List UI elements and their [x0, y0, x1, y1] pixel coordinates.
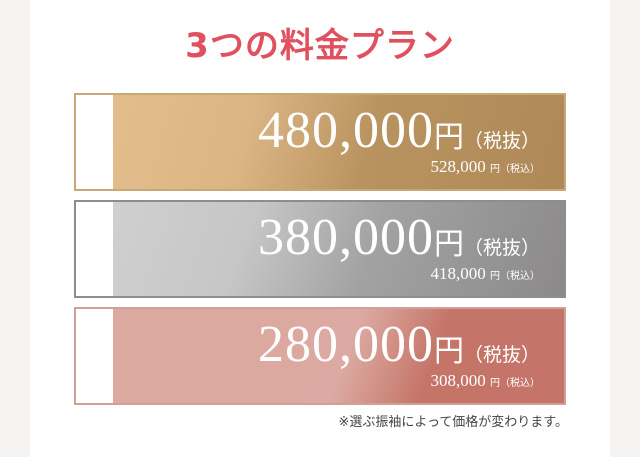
page-title: 3つの料金プラン	[185, 26, 455, 66]
plan-price: 280,000円（税抜）	[257, 316, 540, 373]
plan-card-1: 480,000円（税抜） 528,000 円（税込）	[74, 93, 566, 191]
card-strip	[76, 309, 113, 403]
plan-price: 480,000円（税抜）	[257, 102, 540, 159]
plan-card-3: 280,000円（税抜） 308,000 円（税込）	[74, 307, 566, 405]
card-strip	[76, 202, 113, 296]
plan-price-incl: 528,000 円（税込）	[430, 157, 541, 176]
plan-price: 380,000円（税抜）	[257, 209, 540, 266]
plan-card-2: 380,000円（税抜） 418,000 円（税込）	[74, 200, 566, 298]
plan-price-incl: 418,000 円（税込）	[430, 264, 541, 283]
card-strip	[76, 95, 113, 189]
price-note: ※選ぶ振袖によって価格が変わります。	[338, 415, 568, 430]
plan-price-incl: 308,000 円（税込）	[430, 371, 541, 390]
